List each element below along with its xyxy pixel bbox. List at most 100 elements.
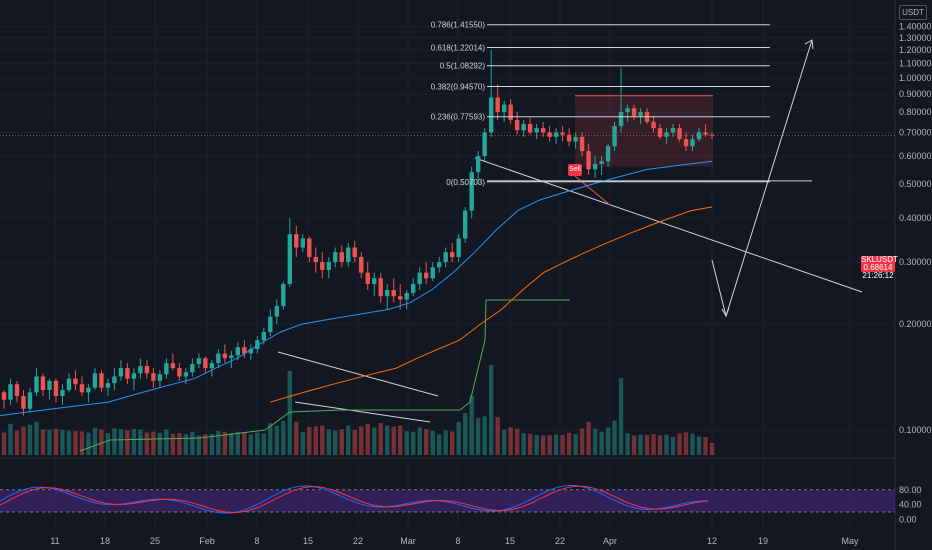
candle-body <box>73 378 78 385</box>
candle-body <box>378 278 383 297</box>
volume-bar <box>183 434 189 455</box>
descending-trendline <box>474 157 863 293</box>
candle-body <box>372 278 377 284</box>
time-tick: 18 <box>100 536 110 546</box>
candle-body <box>177 368 182 377</box>
volume-bar <box>612 420 617 455</box>
candle-body <box>625 108 630 113</box>
price-tick: 0.70000 <box>899 127 932 137</box>
dip-arrowhead <box>721 307 730 318</box>
candle-body <box>248 348 254 354</box>
candle-body <box>326 262 331 270</box>
volume-bar <box>709 442 715 455</box>
time-tick: 11 <box>50 536 59 546</box>
candle-body <box>391 289 396 297</box>
volume-bar <box>242 432 247 455</box>
volume-bar <box>326 429 331 455</box>
candle-body <box>456 238 461 258</box>
candle-body <box>92 373 98 388</box>
candle-body <box>579 136 585 152</box>
candle-body <box>553 132 559 137</box>
volume-bar <box>703 437 708 455</box>
fib-label: 0.5(1.08292) <box>440 62 486 71</box>
stoch-tick: 40.00 <box>899 500 922 510</box>
candle-body <box>566 134 572 142</box>
volume-bar <box>605 427 611 455</box>
volume-bar <box>579 428 585 455</box>
candle-body <box>521 123 526 131</box>
price-tick: 0.20000 <box>899 319 932 329</box>
volume-bar <box>105 433 111 455</box>
volume-bar <box>547 435 552 455</box>
volume-bar <box>644 435 650 455</box>
time-axis[interactable]: 11 18 25 Feb 8 15 22 Mar 8 15 22 Apr 12 19 May <box>50 536 859 546</box>
price-tick: 1.30000 <box>899 33 932 43</box>
volume-bar <box>14 430 20 455</box>
volume-bar <box>131 429 137 455</box>
candle-body <box>21 396 26 409</box>
candle-body <box>1 392 7 400</box>
volume-bar <box>631 435 637 455</box>
volume-bar <box>443 430 448 455</box>
fibonacci-levels[interactable]: 0.786(1.41550) 0.618(1.22014) 0.5(1.08292)… <box>431 21 770 187</box>
price-axis[interactable]: 1.40000 1.30000 1.20000 1.10000 1.00000 0.900… <box>899 21 932 524</box>
volume-bar <box>1 432 7 455</box>
candle-body <box>365 272 370 284</box>
volume-bar <box>469 395 474 455</box>
last-price-tag: SKLUSDT 0.68614 21:26:12 <box>861 256 898 280</box>
candle-body <box>112 376 117 384</box>
volume-bar <box>599 431 604 455</box>
candle-body <box>183 372 189 377</box>
volume-bar <box>508 427 513 455</box>
drawings[interactable] <box>79 39 863 452</box>
volume-bar <box>514 428 520 455</box>
volume-bar <box>177 433 182 455</box>
stoch-tick: 80.00 <box>899 485 922 495</box>
bar-countdown: 21:26:12 <box>862 271 894 280</box>
candle-body <box>60 390 65 397</box>
volume-bar <box>586 421 591 455</box>
stochastic-pane <box>0 484 895 514</box>
volume-bar <box>66 430 72 455</box>
candle-body <box>599 161 604 164</box>
candle-body <box>157 374 163 381</box>
candle-body <box>592 163 598 170</box>
candle-body <box>235 347 241 356</box>
candle-body <box>170 363 176 369</box>
candle-body <box>151 373 156 381</box>
price-tick: 0.90000 <box>899 89 932 99</box>
candle-body <box>333 252 338 263</box>
price-tick: 1.40000 <box>899 21 932 31</box>
volume-bar <box>274 425 280 455</box>
ema-slow-line <box>269 206 713 403</box>
price-tick: 1.00000 <box>899 73 932 83</box>
candle-body <box>449 252 455 258</box>
volume-bar <box>53 428 59 455</box>
candle-body <box>703 132 708 135</box>
price-tick: 0.60000 <box>899 151 932 161</box>
volume-bar <box>196 435 202 455</box>
candle-body <box>651 121 656 129</box>
volume-bar <box>456 421 461 455</box>
volume-bar <box>683 432 689 455</box>
currency-label[interactable]: USDT <box>899 5 927 20</box>
candlesticks <box>1 50 715 416</box>
volume-bar <box>475 417 481 455</box>
candle-body <box>118 368 124 377</box>
candle-body <box>190 364 195 373</box>
volume-bar <box>638 434 643 455</box>
sell-pointer <box>574 175 611 206</box>
candle-body <box>385 289 390 297</box>
time-tick: May <box>841 536 859 546</box>
candle-body <box>164 363 169 375</box>
price-tick: 0.40000 <box>899 213 932 223</box>
volume-bar <box>339 429 344 455</box>
volume-bar <box>60 429 65 455</box>
candle-body <box>313 257 318 263</box>
volume-bar <box>417 427 422 455</box>
time-tick: 8 <box>254 536 259 546</box>
volume-bar <box>553 434 559 455</box>
candle-body <box>287 234 292 284</box>
volume-bar <box>501 429 507 455</box>
